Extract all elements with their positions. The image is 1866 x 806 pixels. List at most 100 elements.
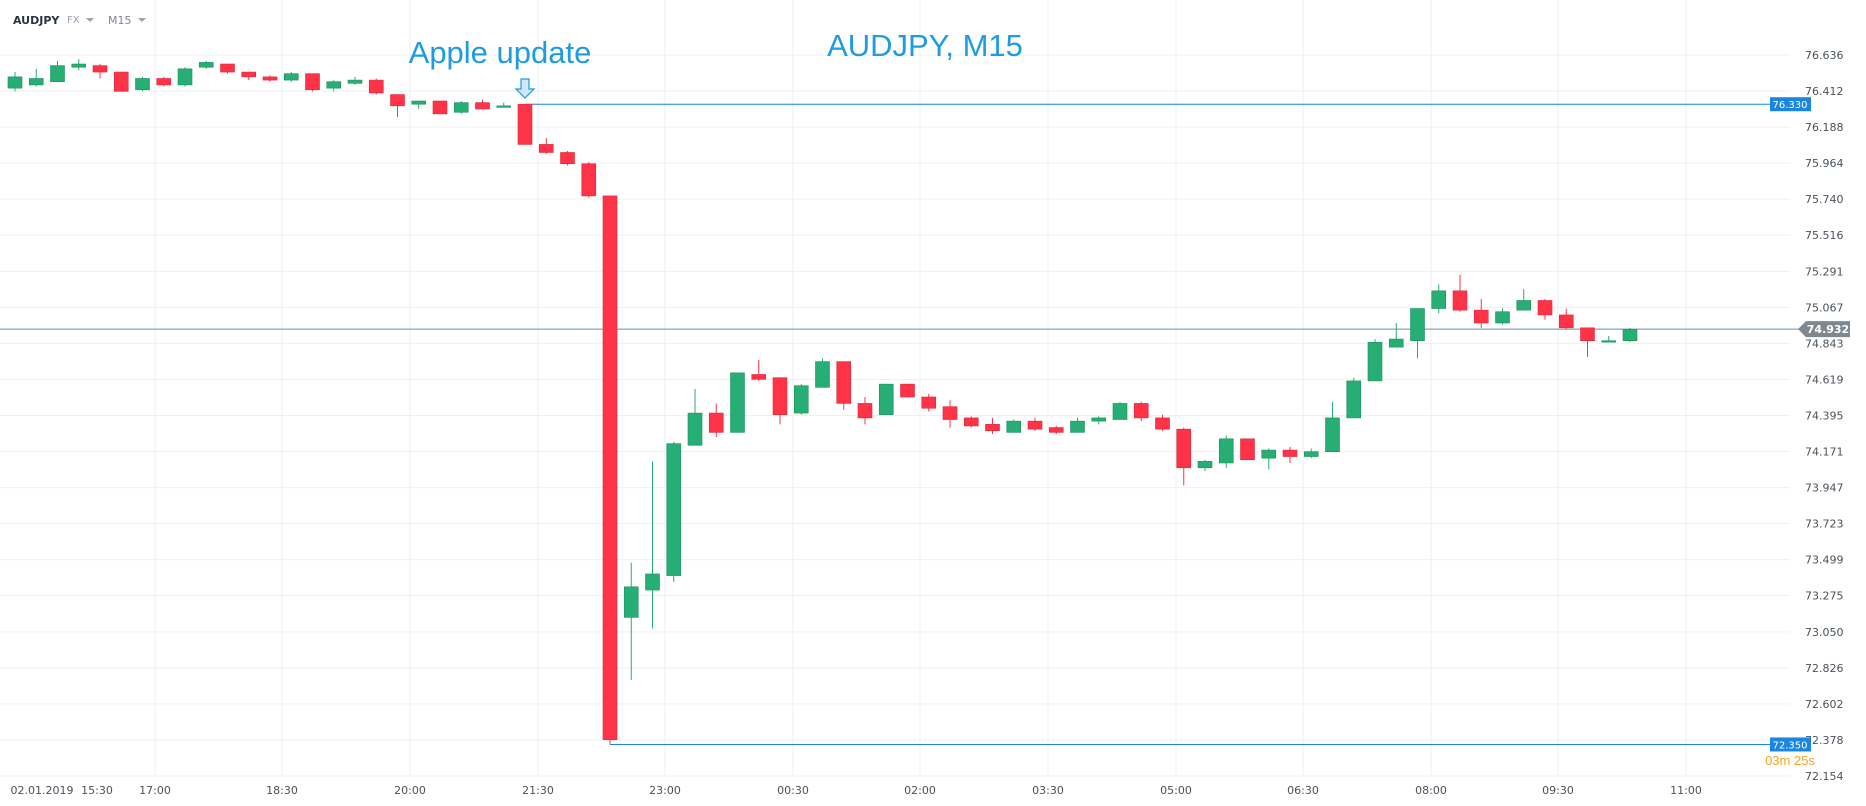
candle[interactable] — [1580, 327, 1595, 341]
candle[interactable] — [708, 412, 724, 433]
candle[interactable] — [772, 377, 788, 415]
candle[interactable] — [92, 65, 108, 73]
candle[interactable] — [602, 195, 618, 740]
y-tick-label: 72.826 — [1805, 662, 1844, 675]
candle[interactable] — [50, 65, 65, 83]
candle[interactable] — [1410, 308, 1425, 341]
candle[interactable] — [1537, 300, 1553, 316]
candle[interactable] — [390, 94, 405, 107]
candle[interactable] — [1431, 290, 1447, 309]
symbol-selector[interactable]: AUDJPY — [13, 12, 59, 28]
candle[interactable] — [262, 76, 278, 81]
candle[interactable] — [793, 385, 809, 414]
candle[interactable] — [1006, 420, 1022, 433]
candle[interactable] — [1516, 300, 1532, 311]
market-selector[interactable]: FX — [67, 12, 94, 28]
candle[interactable] — [1558, 314, 1574, 329]
candle[interactable] — [857, 403, 873, 419]
down-arrow-icon — [514, 78, 536, 99]
candle[interactable] — [687, 412, 703, 446]
x-tick-label: 08:00 — [1415, 784, 1447, 797]
candle[interactable] — [560, 152, 575, 165]
candle[interactable] — [985, 424, 1000, 432]
y-tick-label: 75.291 — [1805, 265, 1844, 278]
y-tick-label: 73.499 — [1805, 554, 1844, 567]
candle[interactable] — [71, 63, 87, 68]
candle[interactable] — [1325, 417, 1340, 452]
candle[interactable] — [7, 76, 23, 89]
candle[interactable] — [113, 71, 129, 92]
candle[interactable] — [1601, 340, 1617, 343]
candle[interactable] — [1346, 380, 1362, 419]
y-tick-label: 72.602 — [1805, 698, 1844, 711]
candle[interactable] — [1452, 290, 1468, 311]
candle[interactable] — [1176, 428, 1192, 469]
candle[interactable] — [241, 71, 257, 78]
candle[interactable] — [1155, 417, 1170, 430]
candle[interactable] — [942, 406, 958, 420]
candle[interactable] — [645, 573, 660, 591]
y-tick-label: 74.395 — [1805, 410, 1844, 423]
candle[interactable] — [135, 78, 150, 91]
candle[interactable] — [1261, 449, 1277, 459]
y-tick-label: 75.740 — [1805, 193, 1844, 206]
candle[interactable] — [347, 79, 363, 84]
candle[interactable] — [1303, 451, 1319, 457]
candle[interactable] — [1027, 420, 1043, 430]
candle[interactable] — [836, 361, 852, 404]
candle[interactable] — [666, 443, 682, 576]
candle[interactable] — [305, 73, 320, 91]
candle[interactable] — [28, 78, 44, 86]
x-tick-label: 05:00 — [1160, 784, 1192, 797]
candle[interactable] — [368, 79, 384, 94]
candle[interactable] — [1218, 438, 1234, 464]
timeframe-selector[interactable]: M15 — [108, 12, 146, 28]
x-tick-label: 17:00 — [139, 784, 171, 797]
candle[interactable] — [900, 383, 915, 398]
candle[interactable] — [1197, 461, 1213, 469]
candle[interactable] — [1282, 449, 1298, 457]
y-tick-label: 73.050 — [1805, 626, 1844, 639]
candle[interactable] — [963, 417, 979, 427]
y-tick-label: 74.171 — [1805, 446, 1844, 459]
candle[interactable] — [453, 102, 469, 113]
candle[interactable] — [921, 396, 937, 409]
candle[interactable] — [730, 372, 745, 433]
candle[interactable] — [1112, 403, 1128, 420]
y-tick-label: 72.378 — [1805, 734, 1844, 747]
candle[interactable] — [1495, 311, 1510, 324]
candle[interactable] — [1070, 420, 1085, 433]
candle[interactable] — [198, 62, 214, 68]
candle[interactable] — [496, 105, 512, 108]
candle[interactable] — [1240, 438, 1255, 461]
candle[interactable] — [751, 374, 767, 380]
candle[interactable] — [1091, 417, 1107, 422]
candle[interactable] — [283, 73, 299, 81]
candle[interactable] — [432, 100, 448, 115]
candle[interactable] — [475, 102, 490, 110]
candle[interactable] — [878, 383, 894, 415]
candle[interactable] — [326, 81, 342, 89]
x-tick-label: 20:00 — [394, 784, 426, 797]
candle[interactable] — [1367, 342, 1383, 382]
candle[interactable] — [538, 144, 554, 153]
candle[interactable] — [156, 78, 172, 86]
candle[interactable] — [1133, 403, 1149, 419]
candle[interactable] — [1048, 427, 1064, 433]
candle[interactable] — [220, 63, 235, 73]
y-tick-label: 76.636 — [1805, 49, 1844, 62]
candle[interactable] — [177, 68, 193, 86]
candle[interactable] — [517, 103, 533, 145]
candle[interactable] — [411, 100, 427, 105]
level-price-label: 76.330 — [1773, 100, 1808, 111]
candle[interactable] — [623, 586, 639, 618]
candle[interactable] — [581, 163, 597, 197]
candle[interactable] — [1388, 338, 1404, 348]
candle[interactable] — [1473, 309, 1489, 324]
candle[interactable] — [1622, 329, 1638, 341]
y-tick-label: 76.188 — [1805, 121, 1844, 134]
x-tick-label: 02.01.2019 — [11, 784, 74, 797]
chevron-down-icon — [85, 18, 94, 22]
candle[interactable] — [815, 361, 830, 388]
